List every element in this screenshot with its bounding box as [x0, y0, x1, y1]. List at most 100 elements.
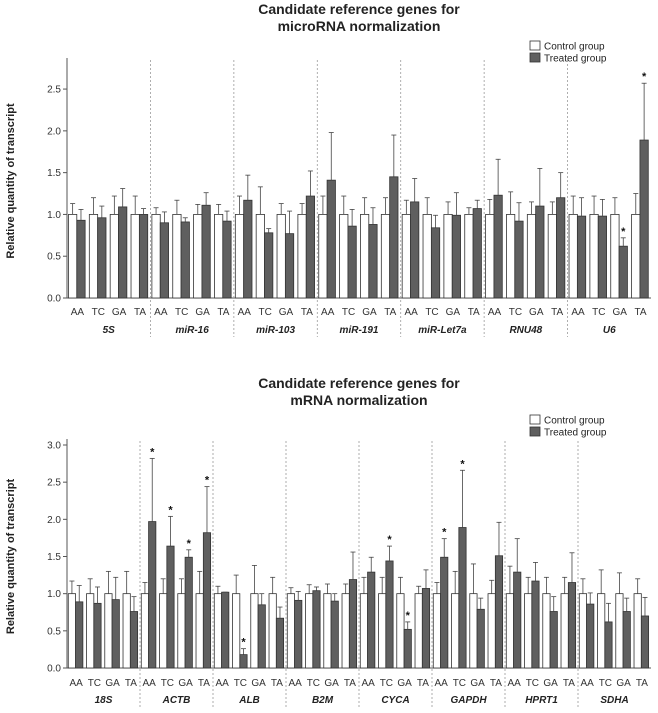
bar-treated	[385, 560, 394, 669]
bar-control	[339, 214, 349, 299]
bar-treated	[257, 604, 266, 669]
x-group-label: U6	[603, 325, 616, 336]
bar-treated	[312, 590, 321, 669]
x-subcategory-label: GA	[543, 678, 558, 689]
bar-treated	[221, 591, 230, 669]
x-subcategory-label: TA	[635, 307, 647, 318]
y-tick-label: 1.5	[47, 552, 61, 563]
x-subcategory-label: TC	[342, 307, 355, 318]
bar-treated	[403, 628, 412, 669]
bar-treated	[347, 225, 357, 299]
bar-treated	[493, 194, 503, 299]
bar-control	[432, 593, 441, 669]
x-subcategory-label: AA	[404, 307, 418, 318]
x-group-label: RNU48	[509, 325, 542, 336]
y-axis-label: Relative quantity of transcript	[5, 103, 17, 259]
significance-marker: *	[150, 446, 155, 458]
bar-treated	[93, 602, 102, 669]
bar-control	[140, 593, 149, 669]
x-subcategory-label: AA	[488, 307, 502, 318]
x-subcategory-label: GA	[105, 678, 120, 689]
x-group-label: GAPDH	[450, 695, 487, 706]
bar-control	[232, 593, 241, 669]
y-tick-label: 1.0	[47, 210, 61, 221]
x-subcategory-label: AA	[434, 678, 448, 689]
bar-control	[130, 214, 140, 299]
bar-control	[485, 214, 495, 299]
bar-treated	[430, 227, 441, 299]
bar-control	[547, 214, 557, 299]
bar-treated	[421, 588, 431, 669]
x-subcategory-label: AA	[321, 307, 335, 318]
bar-treated	[639, 139, 649, 299]
bar-treated	[472, 208, 482, 299]
bar-treated	[531, 580, 540, 669]
bar-control	[597, 593, 606, 669]
bar-treated	[440, 556, 449, 669]
x-subcategory-label: TA	[417, 678, 429, 689]
bar-treated	[389, 176, 399, 299]
bar-control	[631, 214, 641, 299]
bar-control	[67, 593, 76, 669]
bar-treated	[476, 608, 485, 669]
x-subcategory-label: GA	[397, 678, 412, 689]
bar-treated	[159, 222, 169, 299]
y-tick-label: 3.0	[47, 441, 61, 452]
bar-treated	[556, 197, 566, 299]
legend-swatch-control	[529, 40, 541, 51]
bar-control	[213, 593, 222, 669]
bar-treated	[622, 611, 631, 669]
bar-control	[487, 593, 496, 669]
bar-treated	[284, 233, 295, 299]
bar-treated	[76, 219, 86, 299]
bar-control	[305, 593, 314, 669]
x-subcategory-label: AA	[238, 307, 252, 318]
x-subcategory-label: AA	[69, 678, 83, 689]
bar-treated	[184, 556, 193, 669]
bar-control	[268, 593, 277, 669]
significance-marker: *	[241, 637, 246, 649]
bar-control	[610, 214, 620, 299]
x-group-label: miR-16	[175, 325, 209, 336]
significance-marker: *	[187, 538, 192, 550]
x-subcategory-label: AA	[288, 678, 302, 689]
x-group-label: CYCA	[381, 695, 409, 706]
chart-title-line: mRNA normalization	[290, 392, 427, 408]
x-subcategory-label: GA	[362, 307, 377, 318]
chart-title-line: Candidate reference genes for	[258, 375, 460, 391]
bar-treated	[326, 179, 336, 299]
bar-treated	[275, 617, 285, 669]
bar-control	[88, 214, 99, 299]
bar-treated	[75, 601, 84, 669]
significance-marker: *	[621, 226, 626, 238]
bar-control	[464, 214, 474, 299]
significance-marker: *	[442, 527, 447, 539]
bar-control	[250, 593, 259, 669]
bar-control	[86, 593, 95, 669]
bar-control	[380, 214, 391, 299]
bar-control	[159, 593, 168, 669]
legend-label-control: Control group	[544, 416, 605, 427]
bar-treated	[222, 220, 232, 299]
bar-control	[443, 214, 453, 299]
x-subcategory-label: TC	[307, 678, 320, 689]
bar-control	[172, 214, 182, 299]
bar-control	[542, 593, 551, 669]
x-subcategory-label: TC	[509, 307, 522, 318]
bar-control	[360, 214, 370, 299]
x-group-label: SDHA	[600, 695, 628, 706]
bar-control	[506, 214, 516, 299]
bar-treated	[368, 224, 378, 299]
x-group-label: 18S	[95, 695, 113, 706]
bar-treated	[201, 204, 211, 299]
legend-label-treated: Treated group	[544, 428, 607, 439]
x-group-label: B2M	[312, 695, 334, 706]
bar-control	[505, 593, 514, 669]
y-tick-label: 0.5	[47, 252, 61, 263]
bar-treated	[330, 600, 339, 669]
bar-control	[341, 593, 350, 669]
x-subcategory-label: AA	[71, 307, 85, 318]
bar-treated	[451, 214, 461, 299]
